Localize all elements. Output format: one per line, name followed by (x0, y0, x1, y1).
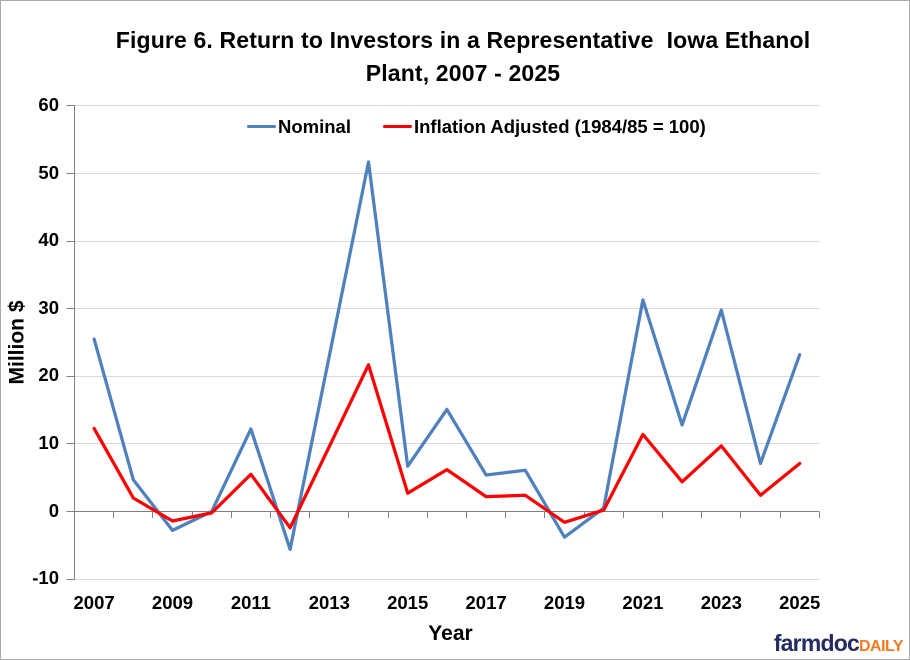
x-tick-label: 2015 (387, 592, 429, 613)
farmdoc-logo: farmdoc DAILY (773, 630, 904, 656)
y-tick-label: 0 (48, 499, 59, 521)
y-tick-label: 30 (38, 296, 59, 318)
legend-swatch-icon (382, 125, 412, 128)
x-tick-label: 2023 (700, 592, 742, 613)
chart-title-line2: Plant, 2007 - 2025 (365, 60, 561, 87)
x-tick-label: 2007 (73, 592, 115, 613)
x-tick-label: 2009 (151, 592, 194, 613)
y-tick-label: 60 (38, 93, 59, 115)
legend: Nominal Inflation Adjusted (1984/85 = 100… (247, 116, 706, 138)
legend-swatch-icon (247, 125, 276, 128)
chart-title-line1: Figure 6. Return to Investors in a Repre… (115, 26, 811, 53)
x-tick-label: 2019 (543, 592, 586, 613)
x-tick-label: 2011 (230, 592, 271, 613)
y-tick-label: -10 (32, 567, 59, 589)
y-tick-label: 10 (38, 431, 59, 453)
x-tick-label: 2013 (308, 592, 350, 613)
legend-item-1: Inflation Adjusted (1984/85 = 100) (382, 115, 706, 138)
x-axis-title: Year (428, 622, 473, 645)
x-tick-label: 2025 (779, 592, 821, 613)
chart-title: Figure 6. Return to Investors in a Repre… (8, 24, 909, 91)
series-line-1 (92, 363, 802, 530)
y-tick-label: 20 (38, 364, 59, 386)
logo-daily-text: DAILY (858, 638, 904, 655)
series-line-0 (92, 160, 802, 552)
legend-label: Inflation Adjusted (1984/85 = 100) (413, 115, 706, 137)
legend-item-0: Nominal (247, 116, 351, 138)
legend-label: Nominal (278, 115, 351, 137)
y-tick-label: 50 (38, 161, 59, 183)
y-tick-label: 40 (38, 229, 59, 251)
x-tick-label: 2017 (465, 592, 507, 613)
x-tick-label: 2021 (622, 592, 664, 613)
logo-farmdoc-text: farmdoc (773, 630, 860, 656)
